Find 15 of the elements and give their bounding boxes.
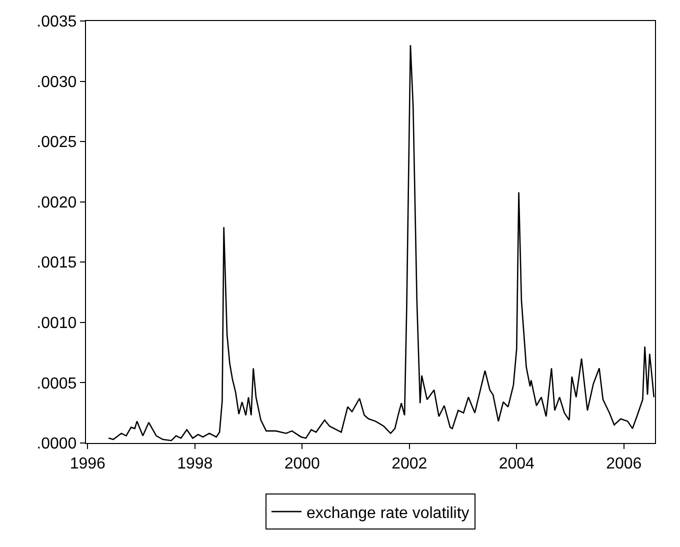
y-tick-label: .0020 bbox=[36, 194, 77, 212]
x-tick-label: 2000 bbox=[284, 455, 320, 472]
legend-label: exchange rate volatility bbox=[306, 504, 470, 522]
y-tick-label: .0035 bbox=[36, 14, 77, 31]
x-tick-label: 2002 bbox=[392, 455, 428, 472]
x-tick-label: 2006 bbox=[606, 455, 642, 472]
y-tick-label: .0015 bbox=[36, 254, 77, 272]
y-tick-label: .0000 bbox=[36, 436, 77, 453]
x-tick-label: 1998 bbox=[177, 455, 213, 472]
y-tick-label: .0005 bbox=[36, 375, 77, 392]
y-tick-label: .0010 bbox=[36, 315, 77, 332]
y-tick-label: .0025 bbox=[36, 134, 77, 152]
y-tick-label: .0030 bbox=[36, 74, 77, 91]
x-tick-label: 1996 bbox=[70, 455, 106, 472]
x-tick-label: 2004 bbox=[498, 455, 535, 472]
